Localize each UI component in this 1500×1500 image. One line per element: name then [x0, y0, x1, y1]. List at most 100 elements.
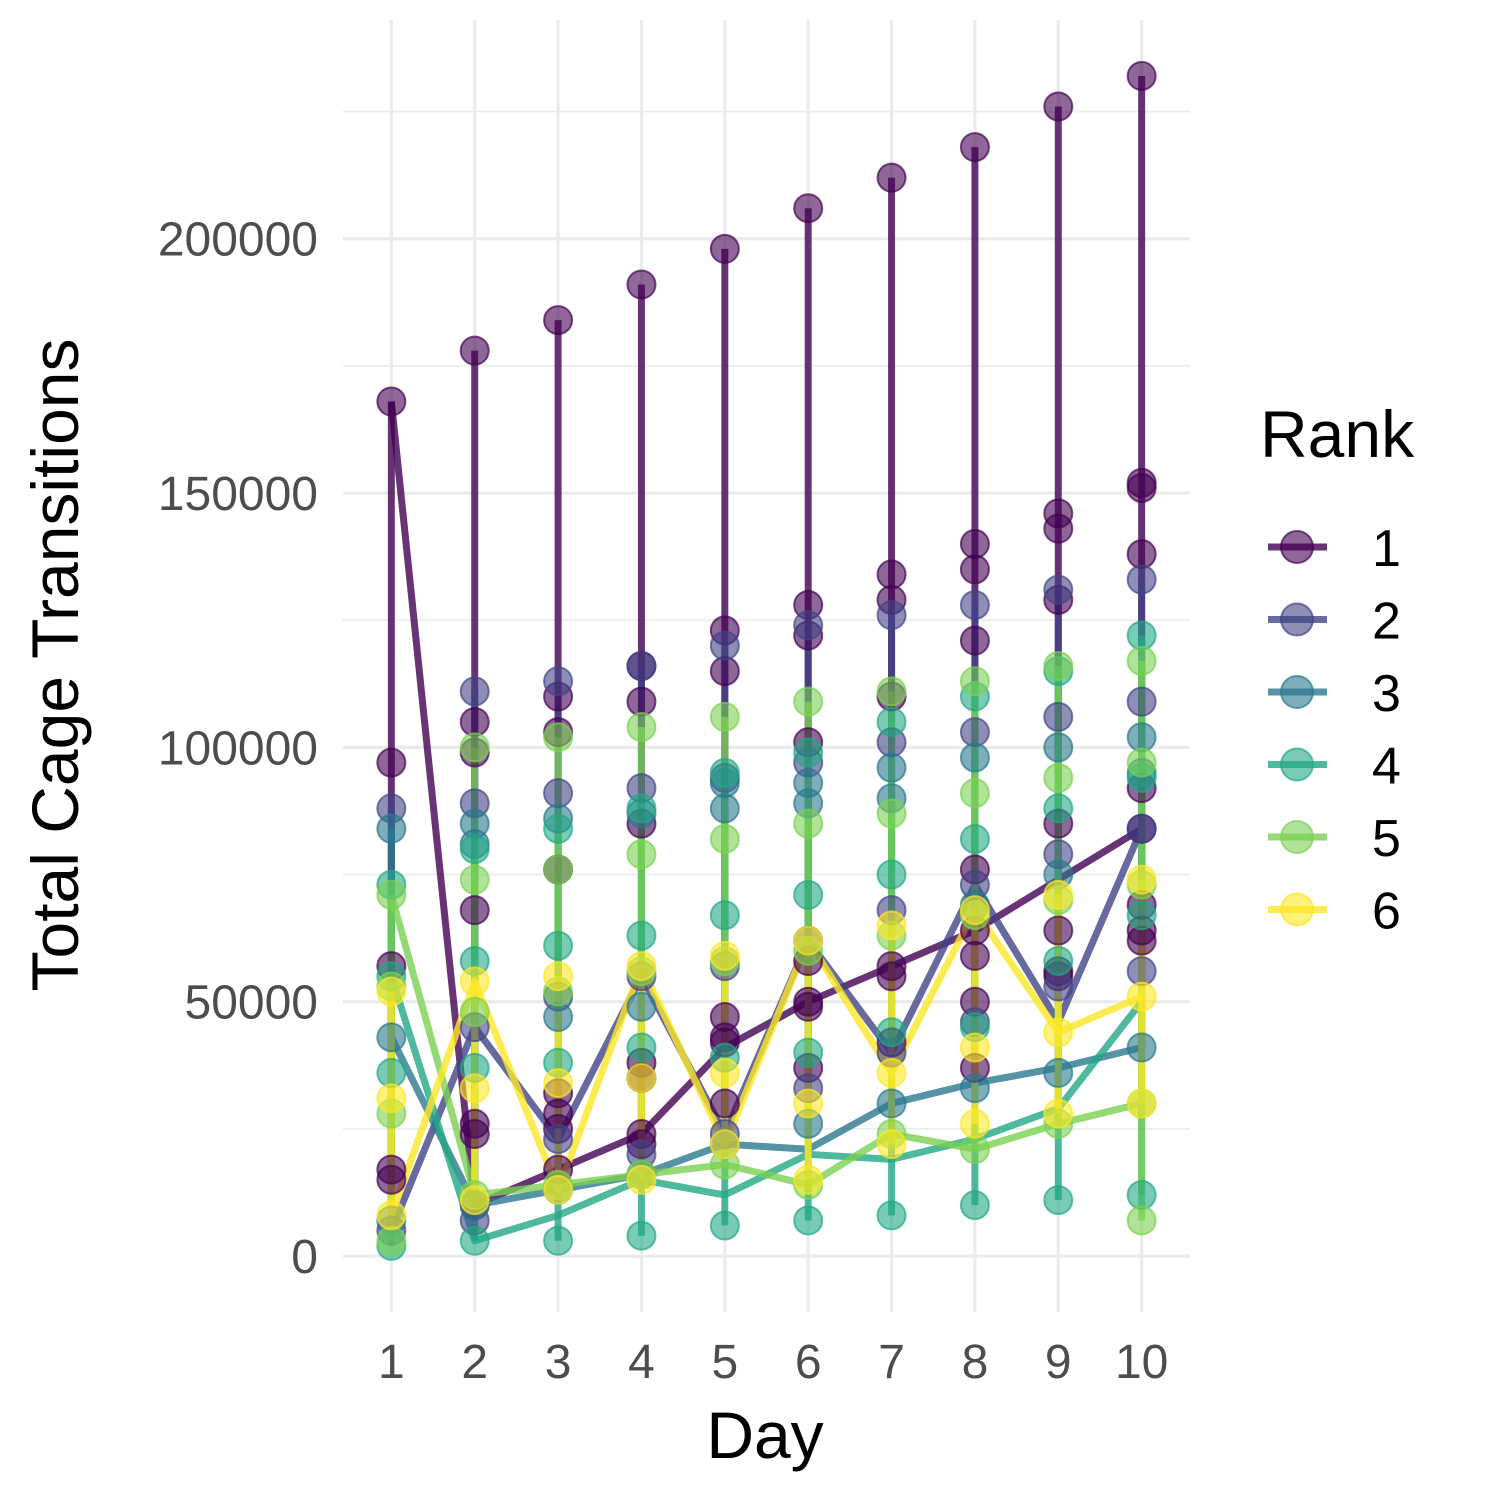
series-2-point: [1043, 701, 1074, 732]
series-5-point: [1126, 645, 1157, 676]
series-6-point: [626, 1063, 657, 1094]
series-5-point: [959, 666, 990, 697]
series-6-point: [459, 1073, 490, 1104]
series-4-point: [876, 706, 907, 737]
x-axis-title: Day: [706, 1398, 823, 1472]
series-4-point: [876, 1017, 907, 1048]
series-6-point: [793, 1088, 824, 1119]
series-2-point: [543, 666, 574, 697]
series-6-point: [959, 1032, 990, 1063]
series-4-point: [709, 757, 740, 788]
series-points: [376, 60, 1157, 1261]
series-6-point: [376, 1083, 407, 1114]
series-3-point: [626, 991, 657, 1022]
series-4-point: [1043, 946, 1074, 977]
series-4-point: [1043, 1185, 1074, 1216]
series-1-point: [709, 233, 740, 264]
series-4-point: [1043, 793, 1074, 824]
series-1-line: [387, 401, 1144, 1209]
y-tick-label: 100000: [158, 722, 318, 775]
legend-key-point: [1280, 602, 1314, 637]
x-tick-label: 2: [461, 1336, 488, 1389]
x-tick-label: 9: [1045, 1336, 1072, 1389]
series-2-point: [1126, 956, 1157, 987]
series-5-point: [1126, 1205, 1157, 1236]
series-6-point: [876, 910, 907, 941]
series-4-point: [793, 879, 824, 910]
series-1-point: [959, 132, 990, 163]
series-4-point: [709, 1210, 740, 1241]
series-4-point: [959, 823, 990, 854]
series-5-point: [709, 823, 740, 854]
x-tick-label: 5: [711, 1336, 738, 1389]
series-5-point: [1043, 651, 1074, 681]
series-4-point: [1126, 1180, 1157, 1211]
series-5-point: [459, 996, 490, 1027]
x-tick-label: 1: [378, 1336, 405, 1389]
series-5-point: [1126, 747, 1157, 778]
series-5-point: [376, 879, 407, 910]
series-6-point: [709, 1129, 740, 1160]
x-tick-label: 10: [1115, 1336, 1168, 1389]
legend-key-point: [1280, 892, 1314, 927]
series-5-point: [626, 712, 657, 743]
series-1-point: [793, 991, 824, 1022]
series-5-point: [543, 722, 574, 753]
legend-label: 1: [1372, 520, 1401, 578]
series-6-point: [876, 1129, 907, 1160]
series-1-point: [459, 706, 490, 737]
x-tick-label: 7: [878, 1336, 905, 1389]
legend-key-point: [1280, 820, 1314, 854]
series-3-point: [376, 813, 407, 844]
x-tick-label: 3: [545, 1336, 572, 1389]
series-6-point: [1126, 981, 1157, 1012]
series-5-line: [387, 893, 1143, 1199]
series-2-point: [1043, 971, 1074, 1002]
series-2-line: [388, 827, 1145, 1232]
series-6-point: [709, 1057, 740, 1088]
legend-key-point: [1280, 675, 1314, 709]
x-tick-label: 4: [628, 1336, 655, 1389]
series-5-point: [459, 732, 490, 763]
series-6-point: [626, 1164, 657, 1195]
series-5-point: [459, 864, 490, 895]
series-4-point: [543, 813, 574, 844]
series-4-point: [876, 1200, 907, 1231]
series-2-point: [1126, 813, 1157, 844]
series-5-point: [626, 839, 657, 870]
series-3-point: [1043, 732, 1074, 763]
y-axis-ticks: 0 50000 100000 150000 200000: [158, 214, 318, 1284]
series-5-point: [709, 701, 740, 732]
series-2-point: [709, 630, 740, 661]
series-1-point: [459, 335, 490, 366]
series-5-point: [376, 1225, 407, 1256]
legend-key-point: [1280, 530, 1314, 564]
series-1-point: [959, 554, 990, 585]
series-6-point: [709, 940, 740, 971]
series-1-point: [959, 528, 990, 559]
series-4-point: [626, 1220, 657, 1251]
x-tick-label: 8: [962, 1336, 989, 1389]
series-1-point: [1126, 925, 1157, 956]
series-4-point: [793, 737, 824, 768]
series-6-point: [793, 925, 824, 956]
series-5-point: [543, 854, 574, 885]
series-2-point: [1043, 574, 1074, 605]
y-tick-label: 0: [291, 1231, 318, 1284]
series-lines: [387, 75, 1146, 1246]
series-4-point: [543, 930, 574, 961]
series-6-point: [1043, 1098, 1074, 1129]
series-4-point: [876, 859, 907, 890]
series-4-point: [626, 793, 657, 824]
series-1-point: [709, 1088, 740, 1119]
series-1-point: [1126, 472, 1157, 503]
series-1-point: [459, 1118, 490, 1149]
series-3-point: [959, 742, 990, 773]
series-4-point: [626, 920, 657, 951]
legend-title: Rank: [1260, 397, 1415, 471]
x-tick-label: 6: [795, 1336, 822, 1389]
legend-key-point: [1280, 747, 1314, 782]
series-5-point: [959, 778, 990, 809]
series-1-point: [876, 559, 907, 590]
legend-label: 3: [1372, 665, 1401, 723]
